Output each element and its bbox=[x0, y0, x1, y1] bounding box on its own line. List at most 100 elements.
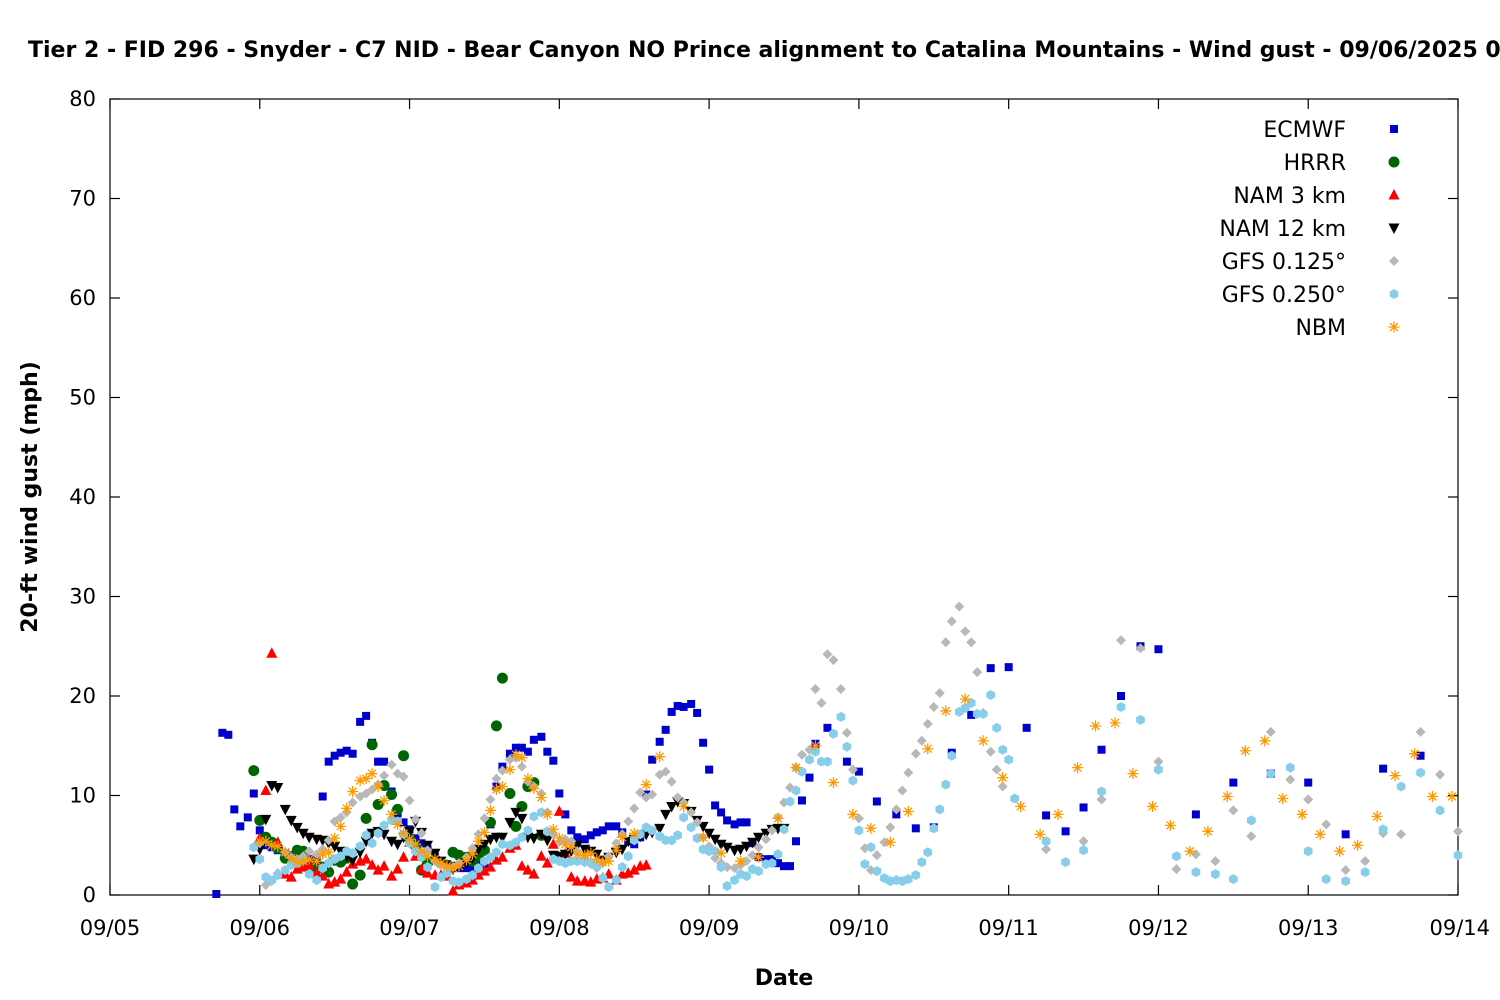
data-point bbox=[686, 822, 696, 833]
data-point bbox=[260, 784, 272, 796]
data-point bbox=[541, 857, 553, 868]
data-point bbox=[986, 690, 996, 700]
data-point bbox=[960, 626, 971, 637]
data-point bbox=[1221, 790, 1233, 802]
data-point bbox=[1427, 790, 1439, 802]
data-point bbox=[543, 747, 552, 756]
data-point bbox=[335, 812, 346, 823]
y-tick-label: 70 bbox=[69, 187, 96, 211]
data-point bbox=[604, 822, 613, 831]
data-point bbox=[879, 837, 890, 848]
data-point bbox=[1341, 876, 1350, 887]
data-point bbox=[616, 831, 628, 843]
data-point bbox=[1453, 850, 1463, 861]
series-ecmwf bbox=[212, 642, 1425, 899]
data-point bbox=[1015, 800, 1027, 812]
chart-title: Tier 2 - FID 296 - Snyder - C7 NID - Bea… bbox=[28, 38, 1500, 63]
data-point bbox=[380, 757, 389, 766]
data-point bbox=[1154, 645, 1163, 654]
data-point bbox=[940, 637, 951, 648]
data-point bbox=[848, 775, 858, 786]
data-point bbox=[553, 832, 565, 844]
data-point bbox=[348, 749, 357, 758]
data-point bbox=[272, 840, 284, 852]
data-point bbox=[411, 846, 420, 857]
data-point bbox=[836, 711, 846, 722]
data-point bbox=[592, 861, 602, 872]
data-point bbox=[541, 835, 553, 847]
data-point bbox=[285, 871, 297, 882]
data-point bbox=[379, 770, 390, 781]
x-tick-label: 09/05 bbox=[80, 916, 141, 940]
data-point bbox=[1210, 856, 1221, 867]
data-point bbox=[959, 693, 971, 705]
data-point bbox=[772, 812, 784, 824]
data-point bbox=[829, 728, 838, 739]
data-point bbox=[356, 717, 365, 726]
data-point bbox=[854, 767, 863, 776]
data-point bbox=[660, 809, 672, 821]
data-point bbox=[404, 795, 415, 806]
data-point bbox=[1078, 836, 1089, 847]
data-point bbox=[537, 807, 546, 818]
data-point bbox=[928, 701, 939, 712]
data-point bbox=[304, 846, 315, 857]
data-point bbox=[279, 846, 291, 858]
data-point bbox=[386, 808, 398, 820]
data-point bbox=[429, 853, 441, 865]
data-point bbox=[491, 773, 502, 784]
y-axis: 0 10 20 30 40 50 60 70 80 bbox=[69, 87, 1458, 907]
data-point bbox=[529, 811, 539, 822]
legend-label: NAM 12 km bbox=[1219, 217, 1346, 242]
data-point bbox=[767, 858, 777, 869]
data-point bbox=[441, 860, 453, 872]
data-point bbox=[1246, 815, 1256, 826]
data-point bbox=[742, 871, 751, 882]
data-point bbox=[553, 805, 565, 816]
data-point bbox=[255, 854, 265, 865]
data-point bbox=[1446, 790, 1458, 802]
data-point bbox=[478, 865, 490, 876]
data-point bbox=[997, 781, 1008, 792]
data-point bbox=[1052, 808, 1064, 820]
data-point bbox=[484, 834, 496, 846]
data-point bbox=[1360, 867, 1370, 878]
y-tick-label: 0 bbox=[83, 883, 96, 907]
data-point bbox=[492, 847, 501, 858]
data-point bbox=[715, 847, 727, 859]
data-point bbox=[628, 864, 640, 875]
data-point bbox=[780, 862, 788, 871]
data-point bbox=[510, 807, 522, 819]
data-point bbox=[811, 746, 820, 757]
data-point bbox=[335, 820, 347, 832]
data-point bbox=[735, 855, 747, 867]
data-point bbox=[496, 851, 508, 862]
data-point bbox=[366, 739, 378, 751]
data-point bbox=[529, 735, 538, 744]
data-point bbox=[1022, 723, 1031, 732]
data-point bbox=[992, 722, 1002, 733]
data-point bbox=[586, 831, 595, 840]
data-point bbox=[571, 848, 583, 860]
data-point bbox=[911, 870, 921, 881]
data-point bbox=[822, 649, 833, 660]
data-point bbox=[398, 750, 410, 762]
data-point bbox=[549, 756, 558, 765]
data-point bbox=[679, 812, 688, 823]
data-point bbox=[972, 667, 983, 678]
data-point bbox=[249, 789, 258, 798]
data-point bbox=[516, 761, 527, 772]
data-point bbox=[392, 803, 404, 815]
data-point bbox=[435, 857, 447, 869]
data-point bbox=[580, 835, 589, 844]
data-point bbox=[311, 867, 323, 878]
data-point bbox=[884, 836, 896, 848]
legend-marker bbox=[1388, 189, 1400, 200]
data-point bbox=[735, 844, 747, 856]
data-point bbox=[648, 755, 657, 764]
data-point bbox=[897, 785, 908, 796]
data-point bbox=[966, 697, 976, 708]
data-point bbox=[417, 839, 426, 848]
data-point bbox=[478, 839, 490, 851]
data-point bbox=[647, 825, 657, 836]
